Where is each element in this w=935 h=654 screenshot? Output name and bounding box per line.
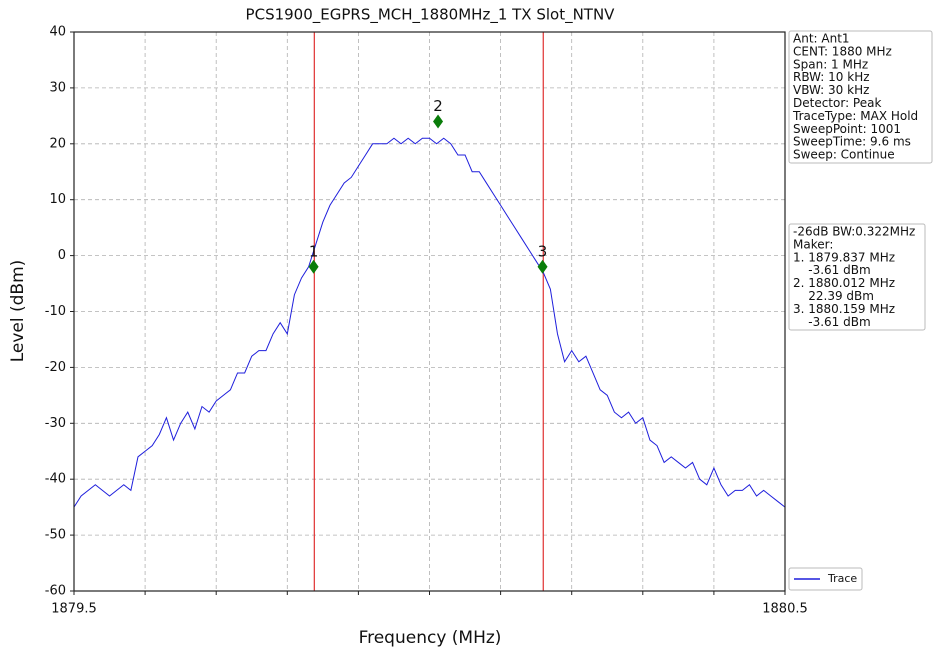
y-tick-label: 30 bbox=[49, 80, 66, 95]
info-line: Ant: Ant1 bbox=[793, 32, 850, 46]
legend-box bbox=[788, 567, 863, 591]
plot-frame bbox=[73, 31, 786, 592]
info-box bbox=[788, 30, 933, 164]
x-tick-label: 1879.5 bbox=[51, 602, 97, 617]
info-line: TraceType: MAX Hold bbox=[792, 109, 918, 123]
marker-diamond bbox=[537, 259, 548, 274]
y-tick-label: 40 bbox=[49, 25, 66, 40]
x-axis-label: Frequency (MHz) bbox=[359, 628, 502, 648]
bw-line: -26dB BW:0.322MHz bbox=[793, 225, 915, 239]
marker-label: 2 bbox=[433, 97, 443, 115]
info-line: Span: 1 MHz bbox=[793, 57, 868, 71]
marker-label: 3 bbox=[538, 242, 548, 260]
bw-line: -3.61 dBm bbox=[793, 263, 871, 277]
bw-line: 3. 1880.159 MHz bbox=[793, 302, 895, 316]
info-line: RBW: 10 kHz bbox=[793, 70, 870, 84]
chart-title: PCS1900_EGPRS_MCH_1880MHz_1 TX Slot_NTNV bbox=[246, 6, 616, 25]
y-tick-label: 10 bbox=[49, 192, 66, 207]
bw-line: -3.61 dBm bbox=[793, 315, 871, 329]
y-tick-label: -30 bbox=[45, 416, 66, 431]
bw-line: 2. 1880.012 MHz bbox=[793, 276, 895, 290]
info-line: Sweep: Continue bbox=[793, 148, 895, 162]
y-axis-label: Level (dBm) bbox=[8, 260, 28, 363]
y-tick-label: 0 bbox=[58, 248, 66, 263]
info-line: Detector: Peak bbox=[793, 96, 881, 110]
marker-diamond bbox=[433, 114, 444, 129]
y-tick-label: -60 bbox=[45, 584, 66, 599]
y-tick-label: -20 bbox=[45, 360, 66, 375]
marker-diamond bbox=[308, 259, 319, 274]
info-line: CENT: 1880 MHz bbox=[793, 44, 892, 58]
legend-label: Trace bbox=[827, 572, 857, 585]
y-tick-label: -40 bbox=[45, 472, 66, 487]
marker-label: 1 bbox=[309, 242, 319, 260]
x-tick-label: 1880.5 bbox=[762, 602, 808, 617]
trace-line bbox=[73, 137, 786, 508]
info-line: SweepPoint: 1001 bbox=[793, 122, 901, 136]
info-line: SweepTime: 9.6 ms bbox=[793, 135, 911, 149]
bw-box bbox=[788, 223, 926, 331]
bw-line: 1. 1879.837 MHz bbox=[793, 250, 895, 264]
y-tick-label: -50 bbox=[45, 528, 66, 543]
info-line: VBW: 30 kHz bbox=[793, 83, 869, 97]
y-tick-label: 20 bbox=[49, 136, 66, 151]
bw-line: 22.39 dBm bbox=[793, 289, 874, 303]
bw-line: Maker: bbox=[793, 237, 833, 251]
y-tick-label: -10 bbox=[45, 304, 66, 319]
